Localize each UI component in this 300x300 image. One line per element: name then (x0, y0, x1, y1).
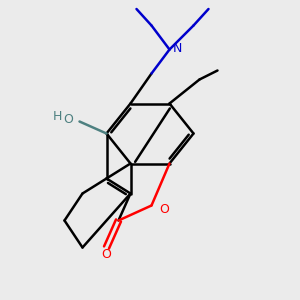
Text: H: H (53, 110, 63, 123)
Text: O: O (63, 112, 73, 126)
Text: N: N (173, 42, 182, 56)
Text: O: O (159, 202, 169, 216)
Text: O: O (102, 248, 111, 261)
